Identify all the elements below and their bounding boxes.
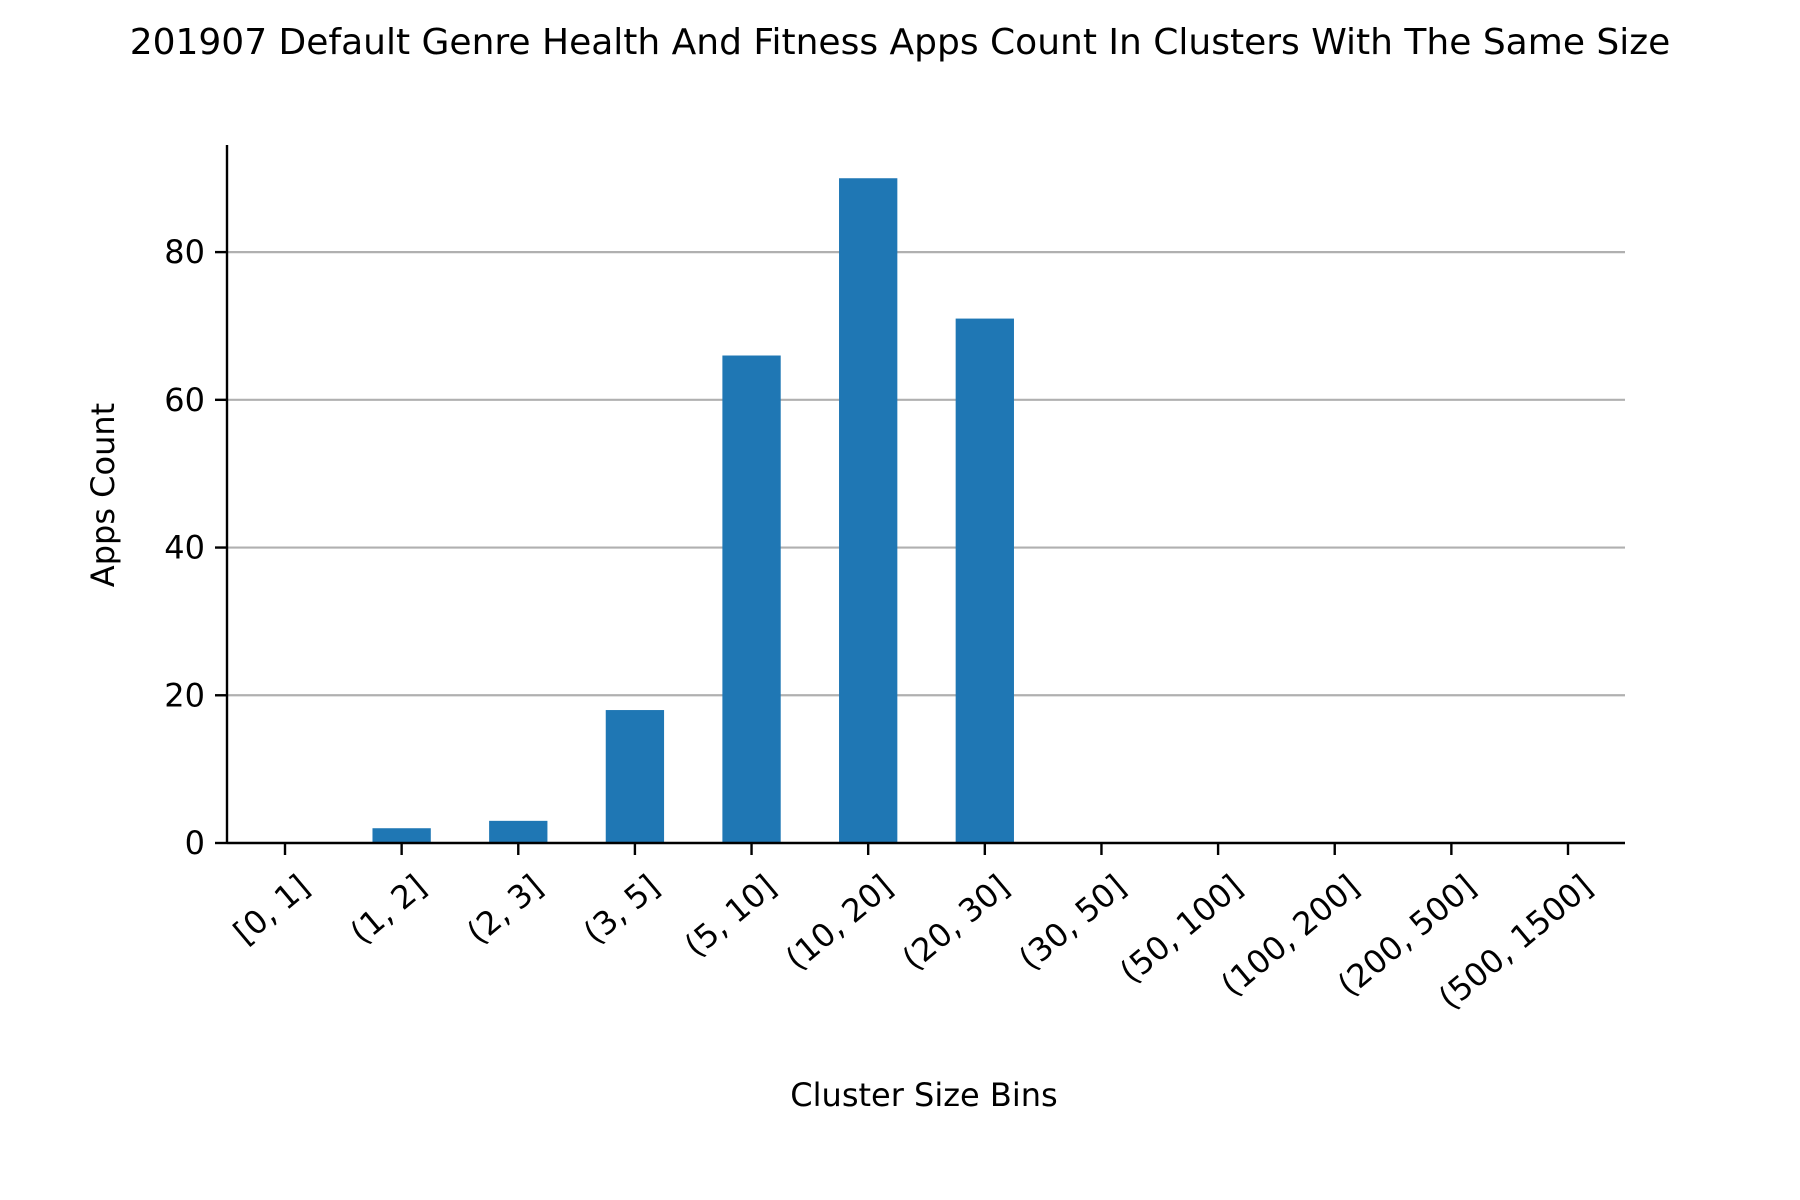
bar [372,828,431,843]
y-tick-label: 40 [164,529,205,567]
bar [839,178,898,843]
y-tick-label: 80 [164,233,205,271]
x-tick-label: (5, 10] [677,867,783,964]
bar [955,318,1014,843]
x-tick-label: (20, 30] [895,867,1017,978]
x-axis-label: Cluster Size Bins [790,1076,1057,1114]
x-tick-label: (10, 20] [778,867,900,978]
bar [489,820,548,843]
x-axis-ticks: [0, 1] (1, 2] (2, 3] (3, 5] (5, 10](10, 20](… [226,843,1600,1017]
bar [722,355,781,843]
y-tick-label: 0 [185,824,205,862]
y-tick-label: 60 [164,381,205,419]
x-tick-label: (3, 5] [576,867,666,951]
bar [605,710,665,843]
grid-lines [227,251,1625,697]
bars [372,178,1014,843]
x-tick-label: [0, 1] [226,867,316,951]
y-tick-label: 20 [164,676,205,714]
axes [225,145,1625,845]
y-axis-label: Apps Count [84,403,122,587]
x-tick-label: (2, 3] [459,867,549,951]
y-axis-ticks: 0 20 40 60 80 [164,233,227,862]
chart-title: 201907 Default Genre Health And Fitness … [130,22,1671,63]
x-tick-label: (1, 2] [343,867,433,951]
